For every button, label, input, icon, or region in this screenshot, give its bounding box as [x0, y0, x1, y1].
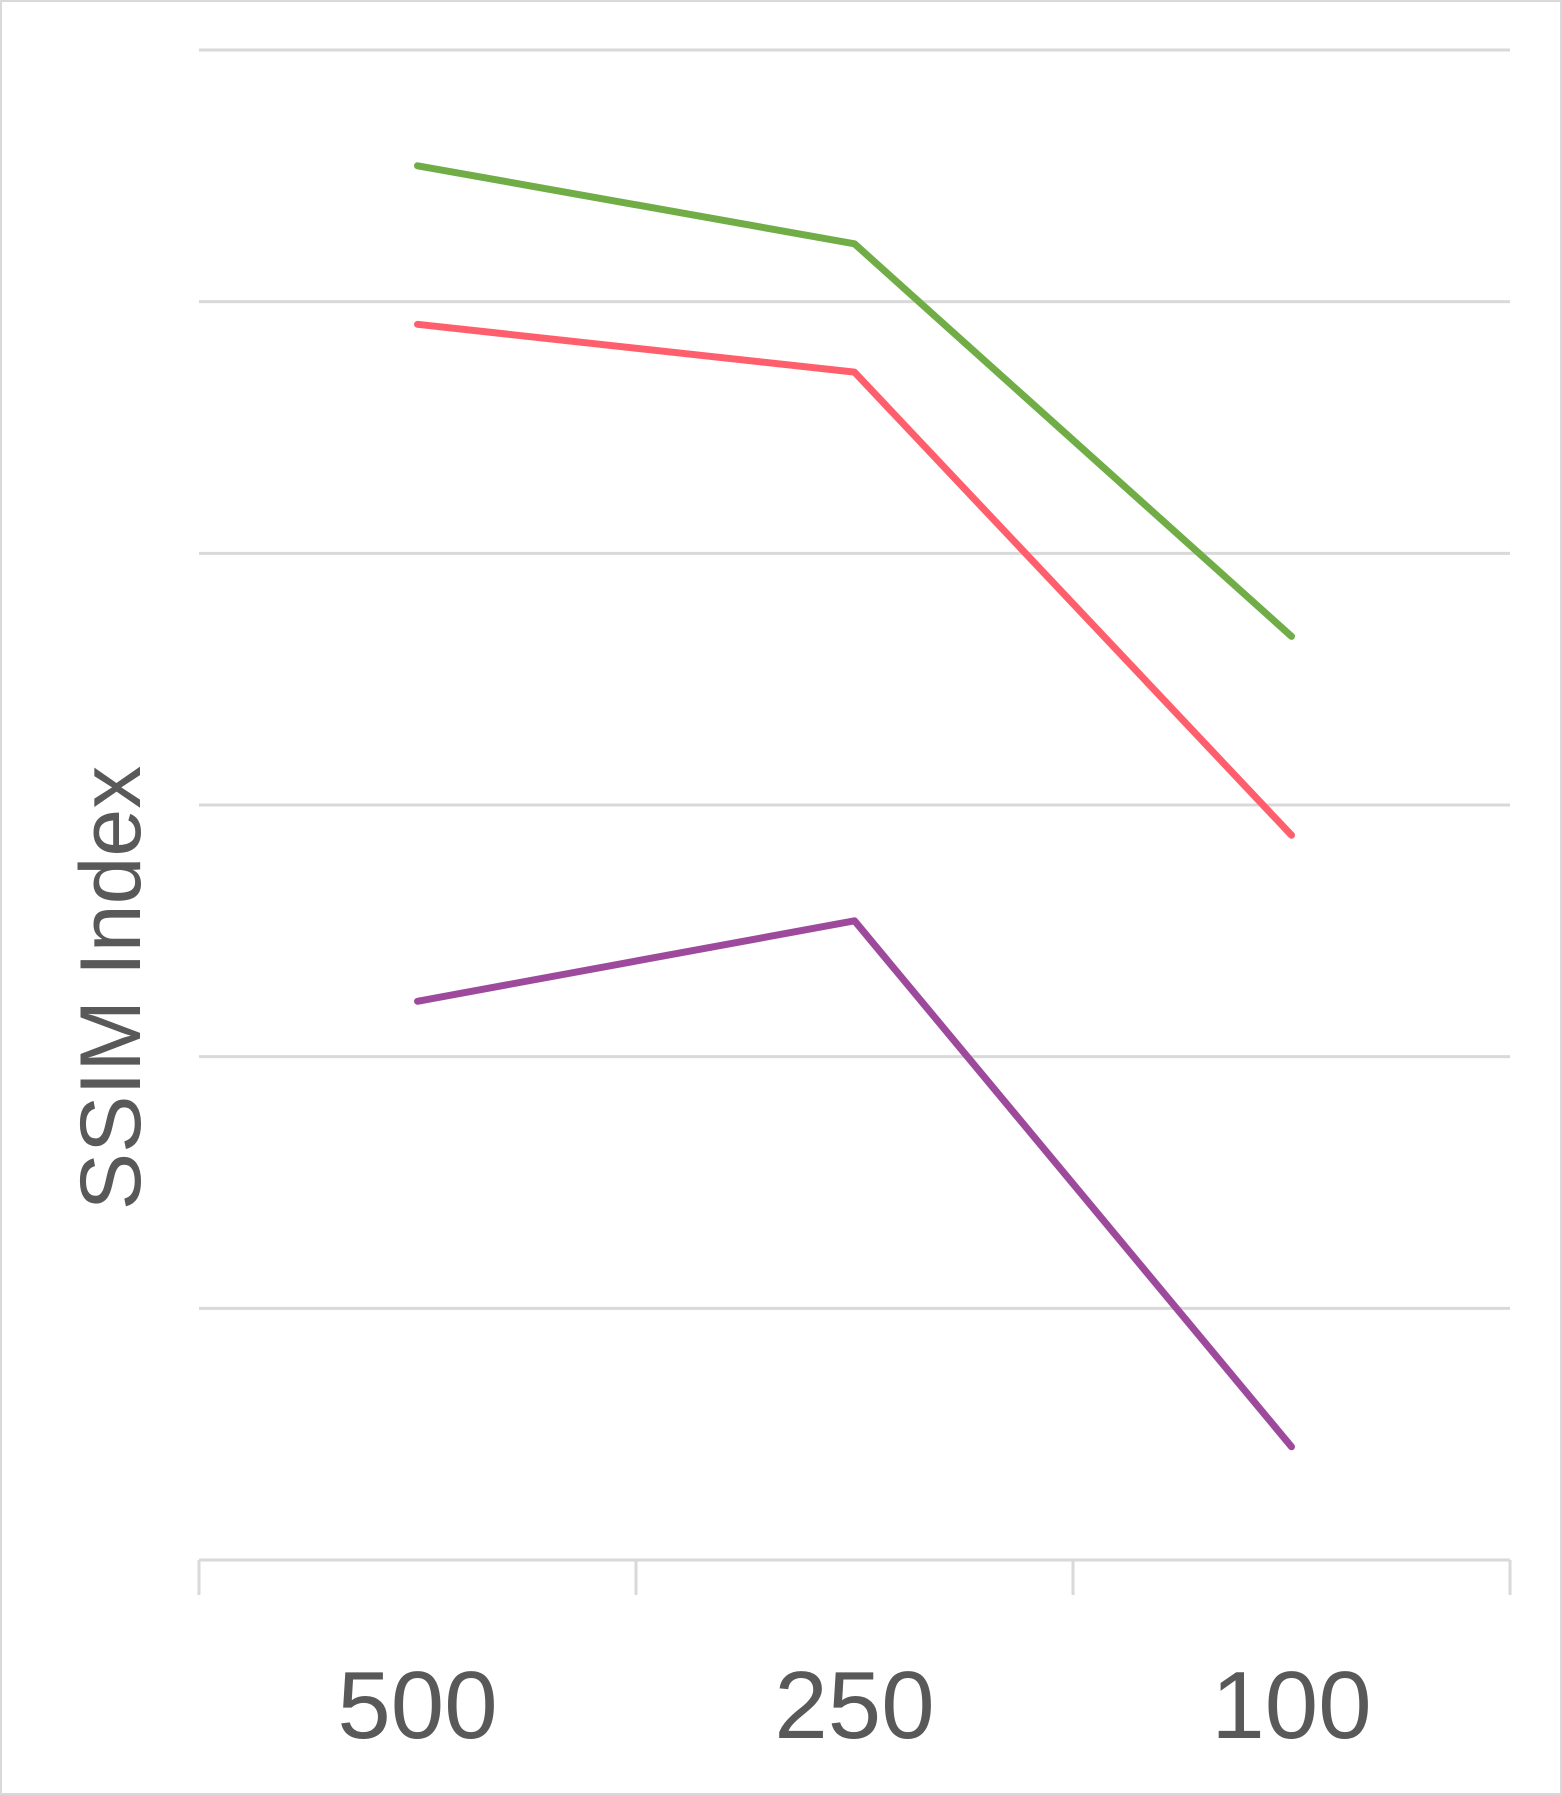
y-axis-label: SSIM Index — [63, 766, 159, 1211]
series-line-3 — [414, 917, 1295, 1451]
x-tick-labels: 500 250 100 — [337, 1652, 1371, 1759]
gridlines — [199, 48, 1510, 1310]
x-tick-label: 500 — [337, 1652, 497, 1759]
x-axis — [197, 1558, 1512, 1595]
x-tick-label: 100 — [1211, 1652, 1371, 1759]
series-line-2 — [414, 320, 1295, 839]
series-lines — [414, 162, 1295, 1451]
x-tick-label: 250 — [774, 1652, 934, 1759]
series-line-1 — [414, 162, 1295, 640]
